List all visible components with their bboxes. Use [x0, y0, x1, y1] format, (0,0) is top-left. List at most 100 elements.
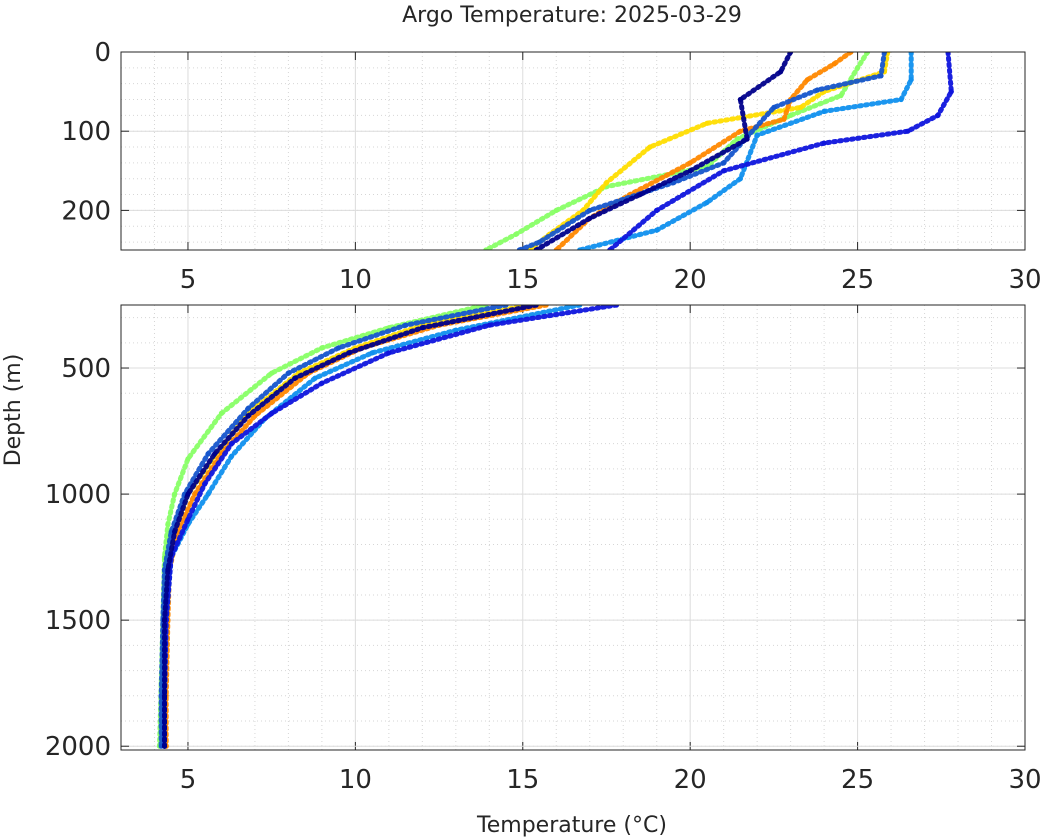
profile-point	[737, 128, 744, 134]
profile-point	[369, 350, 375, 356]
profile-point	[533, 305, 539, 308]
profile-point	[613, 305, 620, 308]
chart-title: Argo Temperature: 2025-03-29	[402, 3, 742, 28]
profile-point	[821, 108, 827, 114]
profile-point	[804, 77, 811, 83]
y-tick-label: 500	[61, 354, 111, 384]
y-tick-label: 1000	[45, 480, 111, 510]
profile-point	[721, 168, 727, 174]
y-tick-label: 2000	[45, 732, 111, 762]
profile-point	[245, 413, 251, 419]
x-tick-label: 20	[674, 765, 707, 795]
profile-point	[771, 104, 777, 110]
profile-point	[386, 350, 392, 356]
profile-point	[312, 375, 318, 381]
profile-point	[878, 73, 884, 79]
profile-point	[647, 144, 653, 150]
profile-point	[228, 453, 235, 459]
x-axis-label: Temperature (°C)	[476, 813, 667, 838]
profile-point	[212, 451, 218, 457]
profile-point	[486, 322, 492, 328]
x-tick-label: 5	[180, 765, 197, 795]
profile-point	[848, 52, 854, 55]
profile-point	[336, 345, 342, 351]
profile-point	[513, 231, 519, 237]
profile-point	[577, 247, 583, 250]
profile-point	[192, 491, 198, 497]
profile-point	[881, 52, 887, 55]
profile-point	[161, 743, 168, 749]
profile-point	[553, 247, 559, 250]
x-tick-label: 30	[1008, 765, 1041, 795]
profile-point	[744, 136, 750, 142]
profile-point	[218, 410, 224, 416]
profile-point	[637, 192, 643, 198]
profile-point	[734, 136, 740, 142]
profile-point	[737, 96, 744, 103]
profile-point	[165, 567, 171, 573]
profile-point	[607, 247, 613, 250]
upper-axes-box	[120, 51, 1026, 251]
profile-point	[855, 65, 861, 71]
lower-axes-box	[120, 304, 1026, 751]
profile-point	[781, 116, 787, 122]
profile-point	[205, 451, 211, 457]
y-axis-label: Depth (m)	[1, 354, 26, 467]
y-tick-label: 1500	[45, 606, 111, 636]
profile-point	[908, 52, 914, 55]
lower-series-group	[156, 305, 620, 749]
profile-point	[587, 207, 593, 213]
profile-line-6	[607, 52, 954, 250]
profile-point	[814, 87, 821, 93]
profile-point	[831, 61, 837, 67]
lower-plot-area	[121, 305, 1025, 750]
profile-point	[319, 380, 325, 386]
profile-point	[788, 52, 794, 55]
profile-point	[319, 345, 325, 351]
profile-point	[654, 207, 660, 213]
profile-point	[898, 96, 904, 103]
profile-point	[161, 617, 168, 623]
profile-point	[165, 521, 171, 527]
profile-line-7	[162, 305, 539, 749]
profile-point	[687, 168, 693, 174]
x-tick-label: 25	[841, 765, 874, 795]
lower-panel: 5 10 15 20 25 30 500 1000 1500 2000	[45, 304, 1042, 795]
profile-point	[205, 491, 211, 497]
x-tick-label: 5	[180, 265, 197, 295]
profile-point	[788, 112, 794, 118]
profile-point	[185, 456, 191, 462]
profile-point	[172, 529, 178, 535]
profile-point	[798, 104, 804, 110]
profile-point	[172, 491, 178, 497]
profile-line-7	[533, 52, 794, 250]
profile-point	[185, 516, 191, 522]
profile-point	[821, 140, 827, 146]
profile-point	[687, 160, 693, 166]
profile-point	[269, 410, 275, 416]
profile-point	[553, 207, 559, 213]
profile-point	[533, 247, 539, 250]
x-tick-label: 20	[674, 265, 707, 295]
profile-point	[754, 132, 760, 138]
profile-point	[704, 199, 710, 206]
profile-point	[403, 322, 409, 328]
profile-point	[737, 176, 744, 182]
profile-point	[503, 305, 509, 308]
profile-point	[453, 327, 459, 333]
profile-point	[228, 441, 235, 447]
y-tick-label: 0	[94, 38, 111, 68]
profile-point	[161, 693, 168, 699]
profile-point	[245, 405, 251, 411]
profile-point	[292, 375, 298, 381]
profile-point	[948, 89, 954, 95]
x-tick-label: 10	[339, 265, 372, 295]
profile-point	[865, 52, 871, 55]
x-tick-label: 30	[1008, 265, 1041, 295]
profile-point	[704, 120, 710, 126]
profile-point	[654, 227, 660, 233]
upper-panel: 5 10 15 20 25 30 0 100 200	[61, 38, 1041, 295]
profile-point	[536, 239, 543, 245]
y-tick-label: 100	[61, 117, 111, 147]
x-tick-label: 15	[506, 765, 539, 795]
